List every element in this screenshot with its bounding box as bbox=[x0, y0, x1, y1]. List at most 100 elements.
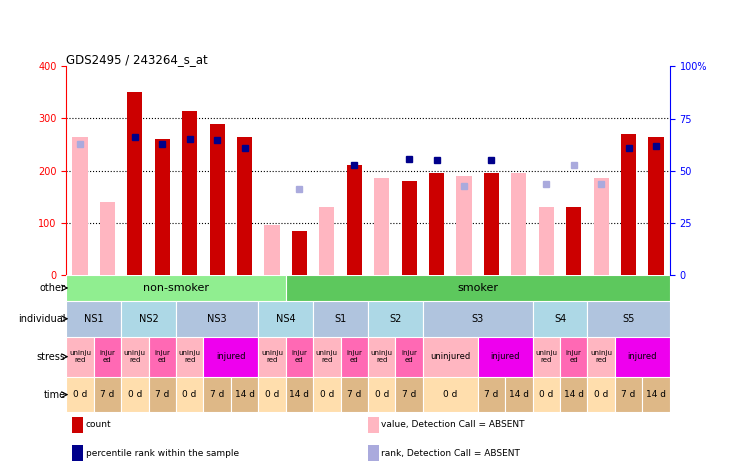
Bar bbox=[313, 377, 341, 412]
Text: 0 d: 0 d bbox=[73, 390, 87, 399]
Text: 0 d: 0 d bbox=[319, 390, 334, 399]
Bar bbox=[286, 337, 313, 377]
Bar bbox=[423, 377, 478, 412]
Bar bbox=[533, 337, 560, 377]
Bar bbox=[368, 301, 423, 337]
Bar bbox=[72, 417, 83, 433]
Bar bbox=[478, 337, 533, 377]
Bar bbox=[648, 137, 664, 275]
Bar bbox=[484, 173, 499, 275]
Text: NS2: NS2 bbox=[138, 314, 158, 324]
Bar bbox=[286, 377, 313, 412]
Bar bbox=[368, 446, 379, 461]
Bar bbox=[258, 301, 313, 337]
Bar bbox=[93, 337, 121, 377]
Bar bbox=[533, 377, 560, 412]
Bar bbox=[368, 377, 395, 412]
Bar bbox=[423, 337, 478, 377]
Bar bbox=[347, 165, 362, 275]
Text: injur
ed: injur ed bbox=[155, 350, 170, 363]
Bar bbox=[368, 337, 395, 377]
Bar bbox=[566, 207, 581, 275]
Text: S2: S2 bbox=[389, 314, 402, 324]
Bar bbox=[121, 301, 176, 337]
Text: 14 d: 14 d bbox=[564, 390, 584, 399]
Text: value, Detection Call = ABSENT: value, Detection Call = ABSENT bbox=[381, 420, 525, 429]
Text: uninju
red: uninju red bbox=[535, 350, 557, 363]
Text: percentile rank within the sample: percentile rank within the sample bbox=[85, 449, 238, 458]
Bar bbox=[121, 337, 149, 377]
Text: non-smoker: non-smoker bbox=[143, 283, 209, 293]
Text: uninjured: uninjured bbox=[430, 352, 470, 361]
Bar bbox=[72, 137, 88, 275]
Bar bbox=[456, 176, 472, 275]
Text: injur
ed: injur ed bbox=[291, 350, 308, 363]
Bar bbox=[237, 137, 252, 275]
Text: 14 d: 14 d bbox=[509, 390, 529, 399]
Bar bbox=[155, 139, 170, 275]
Bar bbox=[615, 337, 670, 377]
Text: 0 d: 0 d bbox=[375, 390, 389, 399]
Bar bbox=[539, 207, 554, 275]
Bar bbox=[594, 179, 609, 275]
Text: stress: stress bbox=[37, 352, 66, 362]
Bar bbox=[423, 301, 533, 337]
Bar bbox=[313, 301, 368, 337]
Text: count: count bbox=[85, 420, 111, 429]
Bar bbox=[72, 446, 83, 461]
Text: uninju
red: uninju red bbox=[371, 350, 393, 363]
Bar bbox=[402, 181, 417, 275]
Bar bbox=[176, 301, 258, 337]
Text: 0 d: 0 d bbox=[443, 390, 458, 399]
Text: injur
ed: injur ed bbox=[566, 350, 581, 363]
Bar bbox=[533, 301, 587, 337]
Text: NS1: NS1 bbox=[84, 314, 104, 324]
Text: individual: individual bbox=[18, 314, 66, 324]
Text: uninju
red: uninju red bbox=[69, 350, 91, 363]
Bar bbox=[203, 337, 258, 377]
Text: 14 d: 14 d bbox=[289, 390, 309, 399]
Bar bbox=[560, 377, 587, 412]
Text: injured: injured bbox=[628, 352, 657, 361]
Bar bbox=[395, 377, 423, 412]
Text: injur
ed: injur ed bbox=[401, 350, 417, 363]
Bar bbox=[587, 337, 615, 377]
Bar bbox=[66, 377, 670, 412]
Bar bbox=[368, 417, 379, 433]
Text: uninju
red: uninju red bbox=[590, 350, 612, 363]
Bar bbox=[121, 377, 149, 412]
Bar bbox=[587, 377, 615, 412]
Text: 0 d: 0 d bbox=[127, 390, 142, 399]
Bar bbox=[231, 377, 258, 412]
Bar bbox=[478, 377, 505, 412]
Bar bbox=[313, 337, 341, 377]
Text: 0 d: 0 d bbox=[265, 390, 279, 399]
Text: uninju
red: uninju red bbox=[179, 350, 201, 363]
Bar bbox=[176, 377, 203, 412]
Text: other: other bbox=[40, 283, 66, 293]
Text: uninju
red: uninju red bbox=[316, 350, 338, 363]
Text: uninju
red: uninju red bbox=[124, 350, 146, 363]
Text: rank, Detection Call = ABSENT: rank, Detection Call = ABSENT bbox=[381, 449, 520, 458]
Bar bbox=[587, 301, 670, 337]
Bar bbox=[66, 301, 670, 337]
Bar bbox=[93, 377, 121, 412]
Text: S1: S1 bbox=[334, 314, 347, 324]
Bar bbox=[374, 179, 389, 275]
Bar bbox=[210, 124, 224, 275]
Text: uninju
red: uninju red bbox=[261, 350, 283, 363]
Text: S3: S3 bbox=[472, 314, 484, 324]
Bar bbox=[286, 275, 670, 301]
Bar bbox=[615, 377, 643, 412]
Bar bbox=[182, 111, 197, 275]
Bar bbox=[264, 226, 280, 275]
Bar bbox=[258, 377, 286, 412]
Text: NS4: NS4 bbox=[276, 314, 296, 324]
Bar bbox=[100, 202, 115, 275]
Text: 0 d: 0 d bbox=[594, 390, 609, 399]
Text: 14 d: 14 d bbox=[646, 390, 666, 399]
Text: 7 d: 7 d bbox=[621, 390, 636, 399]
Text: 7 d: 7 d bbox=[100, 390, 115, 399]
Bar bbox=[149, 337, 176, 377]
Bar bbox=[643, 377, 670, 412]
